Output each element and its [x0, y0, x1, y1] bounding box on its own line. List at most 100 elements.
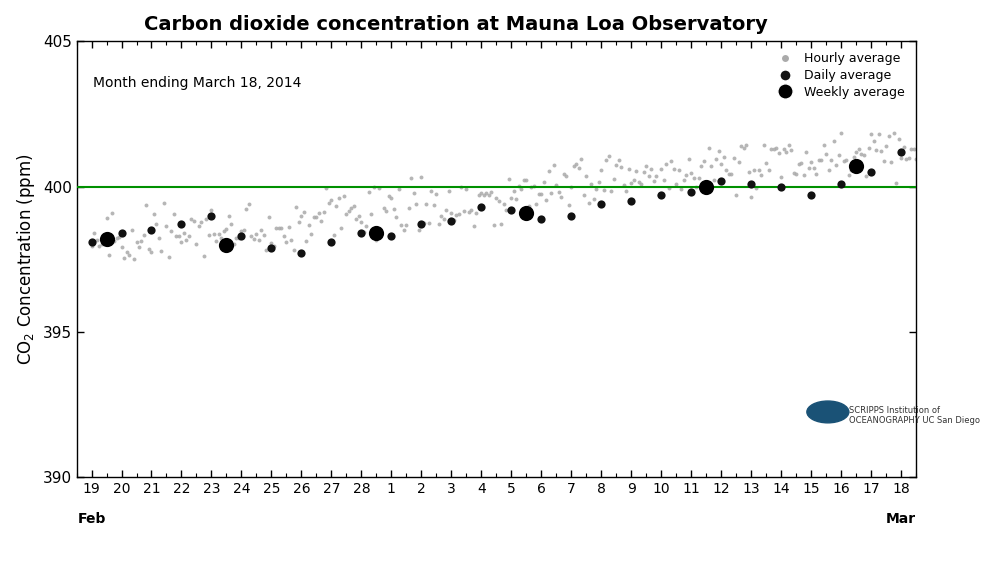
Point — [248, 229, 264, 238]
Point — [308, 213, 324, 222]
Point — [853, 149, 869, 158]
Point — [448, 211, 464, 220]
Point — [683, 188, 699, 197]
Point — [396, 225, 412, 234]
Point — [506, 186, 522, 196]
Point — [331, 194, 347, 203]
Point — [773, 173, 789, 182]
Point — [718, 165, 734, 174]
Point — [346, 201, 362, 210]
Point — [523, 182, 539, 192]
Point — [708, 154, 724, 164]
Point — [291, 217, 307, 226]
Point — [401, 203, 417, 213]
Point — [758, 158, 774, 168]
Point — [516, 176, 532, 185]
Point — [183, 214, 199, 223]
Point — [526, 181, 542, 190]
Point — [786, 169, 802, 178]
Point — [656, 176, 672, 185]
Point — [753, 170, 769, 180]
Point — [446, 215, 462, 225]
Point — [666, 165, 682, 174]
Point — [698, 182, 714, 191]
Point — [858, 172, 874, 181]
Point — [131, 242, 147, 251]
Point — [811, 156, 827, 165]
Text: Mar: Mar — [886, 512, 916, 526]
Point — [258, 245, 274, 254]
Point — [518, 208, 534, 217]
Point — [109, 233, 125, 242]
Point — [341, 207, 357, 216]
Point — [611, 156, 627, 165]
Point — [283, 235, 299, 245]
Point — [461, 207, 477, 217]
Point — [641, 171, 657, 180]
Point — [521, 202, 537, 211]
Point — [428, 190, 444, 199]
Point — [398, 221, 414, 230]
Point — [546, 160, 562, 169]
Point — [738, 141, 754, 150]
Point — [771, 148, 787, 157]
Point — [763, 145, 779, 154]
Point — [343, 204, 359, 213]
Point — [114, 229, 130, 238]
Point — [381, 191, 397, 200]
Point — [486, 221, 502, 230]
Point — [243, 231, 259, 241]
Point — [276, 231, 292, 241]
Point — [321, 199, 337, 208]
Point — [781, 140, 797, 149]
Point — [124, 225, 140, 234]
Point — [491, 196, 507, 205]
Point — [661, 183, 677, 192]
Point — [631, 178, 647, 187]
Point — [86, 229, 102, 238]
Point — [356, 227, 372, 237]
Point — [333, 224, 349, 233]
Point — [286, 246, 302, 255]
Point — [603, 186, 619, 196]
Point — [323, 237, 339, 246]
Point — [668, 180, 684, 189]
Point — [129, 238, 145, 247]
Point — [843, 165, 859, 174]
Point — [121, 251, 137, 260]
Point — [203, 206, 219, 215]
Point — [598, 155, 614, 164]
Point — [548, 181, 564, 190]
Point — [568, 159, 584, 168]
Point — [723, 169, 739, 178]
Point — [253, 226, 269, 235]
Point — [918, 158, 934, 168]
Point — [518, 175, 534, 184]
Point — [353, 229, 369, 238]
Point — [873, 146, 889, 156]
Point — [803, 191, 819, 200]
Point — [616, 180, 632, 189]
Circle shape — [807, 401, 849, 423]
Point — [296, 207, 312, 217]
Point — [266, 241, 282, 250]
Point — [691, 173, 707, 182]
Point — [551, 188, 567, 197]
Point — [256, 230, 272, 239]
Point — [698, 180, 714, 189]
Point — [711, 146, 727, 156]
Point — [746, 165, 762, 174]
Point — [653, 191, 669, 200]
Point — [418, 200, 434, 209]
Point — [836, 157, 852, 166]
Point — [298, 236, 314, 245]
Point — [114, 242, 130, 251]
Point — [263, 238, 279, 247]
Point — [383, 194, 399, 203]
Point — [533, 189, 549, 198]
Point — [143, 247, 159, 256]
Point — [216, 226, 232, 235]
Point — [94, 239, 110, 249]
Point — [241, 200, 257, 209]
Point — [796, 170, 812, 179]
